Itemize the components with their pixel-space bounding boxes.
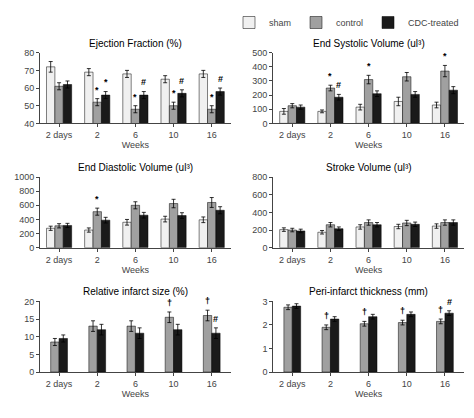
svg-text:16: 16 — [207, 130, 217, 140]
svg-text:2: 2 — [328, 379, 333, 389]
svg-text:10: 10 — [402, 379, 412, 389]
svg-text:control: control — [336, 18, 363, 28]
svg-text:2 days: 2 days — [46, 379, 73, 389]
svg-text:Weeks: Weeks — [355, 140, 383, 150]
svg-text:*: * — [328, 71, 332, 81]
svg-text:10: 10 — [402, 255, 412, 265]
svg-text:#: # — [179, 76, 184, 86]
svg-text:6: 6 — [133, 130, 138, 140]
svg-text:2 days: 2 days — [279, 130, 306, 140]
svg-text:Peri-infarct thickness (mm): Peri-infarct thickness (mm) — [309, 286, 428, 297]
svg-text:Weeks: Weeks — [355, 265, 383, 275]
svg-text:100: 100 — [252, 104, 267, 114]
svg-text:40: 40 — [24, 119, 34, 129]
svg-text:†: † — [362, 307, 367, 317]
svg-text:*: * — [95, 194, 99, 204]
svg-text:#: # — [213, 314, 218, 324]
svg-text:600: 600 — [252, 190, 267, 200]
svg-text:2: 2 — [95, 255, 100, 265]
svg-text:2: 2 — [95, 379, 100, 389]
svg-text:10: 10 — [24, 332, 34, 342]
svg-text:400: 400 — [252, 208, 267, 218]
svg-text:Weeks: Weeks — [355, 389, 383, 399]
svg-text:*: * — [210, 92, 214, 102]
svg-text:16: 16 — [440, 130, 450, 140]
svg-text:Weeks: Weeks — [122, 265, 150, 275]
svg-text:End Diastolic Volume (ul³): End Diastolic Volume (ul³) — [78, 162, 193, 173]
svg-text:16: 16 — [207, 255, 217, 265]
svg-text:10: 10 — [169, 379, 179, 389]
svg-text:6: 6 — [366, 130, 371, 140]
svg-text:*: * — [95, 85, 99, 95]
svg-text:80: 80 — [24, 48, 34, 58]
svg-text:0: 0 — [262, 243, 267, 253]
svg-text:†: † — [324, 311, 329, 321]
svg-text:*: * — [443, 51, 447, 61]
svg-text:sham: sham — [269, 18, 291, 28]
svg-text:2 days: 2 days — [279, 255, 306, 265]
svg-text:10: 10 — [402, 130, 412, 140]
svg-text:2: 2 — [328, 255, 333, 265]
svg-text:*: * — [133, 92, 137, 102]
svg-text:End Systolic Volume (ul³): End Systolic Volume (ul³) — [313, 38, 425, 49]
svg-text:*: * — [172, 88, 176, 98]
svg-text:Ejection Fraction (%): Ejection Fraction (%) — [89, 38, 182, 49]
svg-text:2: 2 — [328, 130, 333, 140]
svg-text:Weeks: Weeks — [122, 140, 150, 150]
svg-text:0: 0 — [262, 119, 267, 129]
svg-text:*: * — [104, 77, 108, 87]
svg-text:2 days: 2 days — [46, 255, 73, 265]
svg-text:Weeks: Weeks — [122, 389, 150, 399]
svg-text:16: 16 — [207, 379, 217, 389]
svg-text:†: † — [438, 305, 443, 315]
svg-text:400: 400 — [252, 62, 267, 72]
svg-text:#: # — [447, 297, 452, 307]
svg-text:16: 16 — [440, 255, 450, 265]
svg-text:6: 6 — [133, 379, 138, 389]
svg-text:CDC-treated: CDC-treated — [408, 18, 459, 28]
svg-text:0: 0 — [29, 367, 34, 377]
svg-text:0: 0 — [262, 367, 267, 377]
svg-text:500: 500 — [252, 48, 267, 58]
svg-text:2 days: 2 days — [279, 379, 306, 389]
svg-text:15: 15 — [24, 314, 34, 324]
svg-text:70: 70 — [24, 66, 34, 76]
svg-text:200: 200 — [252, 90, 267, 100]
svg-text:10: 10 — [169, 255, 179, 265]
svg-text:6: 6 — [366, 379, 371, 389]
svg-text:16: 16 — [440, 379, 450, 389]
svg-text:10: 10 — [169, 130, 179, 140]
svg-text:2: 2 — [262, 320, 267, 330]
svg-text:2: 2 — [95, 130, 100, 140]
svg-text:†: † — [205, 296, 210, 306]
svg-text:200: 200 — [252, 225, 267, 235]
svg-text:0: 0 — [29, 243, 34, 253]
svg-text:400: 400 — [19, 215, 34, 225]
svg-text:20: 20 — [24, 297, 34, 307]
svg-text:Relative infarct size (%): Relative infarct size (%) — [83, 286, 188, 297]
svg-text:#: # — [141, 77, 146, 87]
svg-text:60: 60 — [24, 83, 34, 93]
svg-text:#: # — [218, 74, 223, 84]
svg-text:200: 200 — [19, 229, 34, 239]
svg-text:600: 600 — [19, 200, 34, 210]
svg-text:6: 6 — [133, 255, 138, 265]
svg-text:5: 5 — [29, 350, 34, 360]
svg-text:*: * — [367, 61, 371, 71]
svg-text:2 days: 2 days — [46, 130, 73, 140]
svg-text:800: 800 — [252, 172, 267, 182]
svg-text:†: † — [400, 306, 405, 316]
svg-text:†: † — [167, 298, 172, 308]
svg-text:300: 300 — [252, 76, 267, 86]
svg-text:3: 3 — [262, 297, 267, 307]
svg-text:1: 1 — [262, 344, 267, 354]
svg-text:#: # — [336, 80, 341, 90]
svg-text:6: 6 — [366, 255, 371, 265]
svg-text:Stroke Volume (ul³): Stroke Volume (ul³) — [326, 162, 412, 173]
svg-text:50: 50 — [24, 101, 34, 111]
svg-text:800: 800 — [19, 186, 34, 196]
svg-text:1000: 1000 — [14, 172, 34, 182]
